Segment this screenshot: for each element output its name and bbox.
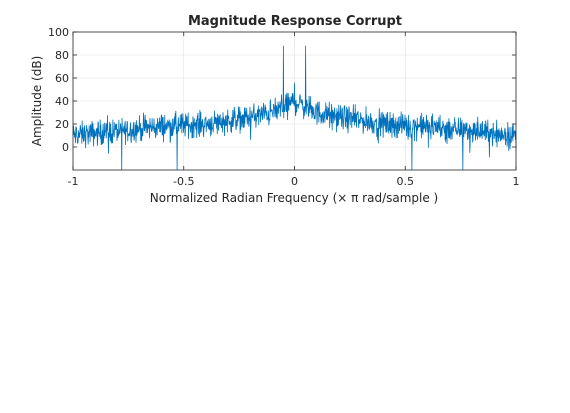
y-tick-label: 20 xyxy=(55,118,69,131)
y-axis-ticks: 0 20 40 60 80 100 xyxy=(48,26,516,154)
chart-title: Magnitude Response Corrupt xyxy=(188,14,402,29)
x-tick-label: -0.5 xyxy=(173,175,194,188)
x-tick-label: 1 xyxy=(513,175,520,188)
x-tick-label: 0 xyxy=(291,175,298,188)
x-tick-label: 0.5 xyxy=(397,175,415,188)
y-tick-label: 40 xyxy=(55,95,69,108)
x-axis-label: Normalized Radian Frequency (× π rad/sam… xyxy=(150,191,439,205)
plot-area: -1 -0.5 0 0.5 1 0 20 40 60 80 100 xyxy=(48,26,520,188)
y-tick-label: 100 xyxy=(48,26,69,39)
y-tick-label: 80 xyxy=(55,49,69,62)
x-tick-label: -1 xyxy=(68,175,79,188)
y-axis-label: Amplitude (dB) xyxy=(30,56,44,147)
y-tick-label: 0 xyxy=(62,141,69,154)
y-tick-label: 60 xyxy=(55,72,69,85)
series-line xyxy=(72,45,517,171)
x-axis-ticks: -1 -0.5 0 0.5 1 xyxy=(68,32,520,188)
